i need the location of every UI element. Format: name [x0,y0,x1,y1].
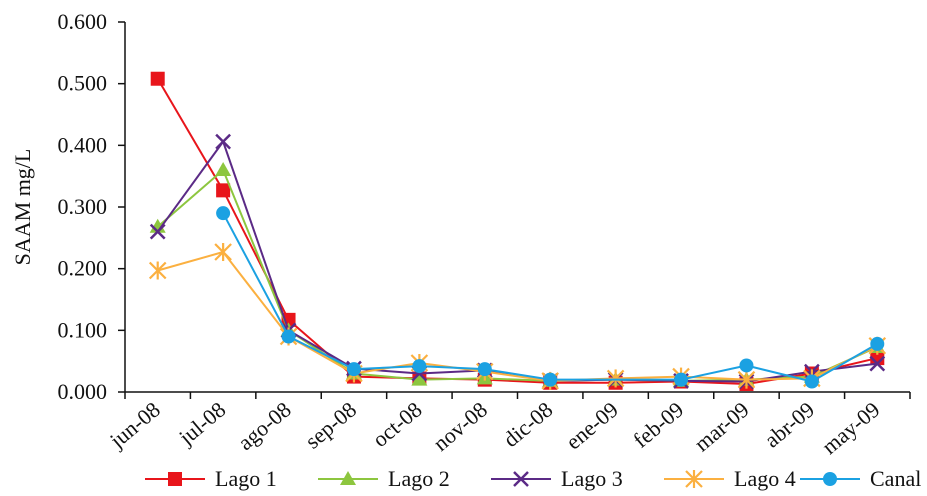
data-point [543,372,558,387]
legend-item: Lago 1 [145,466,277,491]
y-axis-title: SAAM mg/L [10,149,35,266]
x-tick-label: jul-08 [173,397,230,451]
legend-label: Lago 2 [388,466,450,491]
legend-label: Canal [870,466,921,491]
x-tick-label: abr-09 [759,397,819,453]
series-line-segment [615,375,682,380]
y-tick-label: 0.300 [58,194,108,219]
series-line-segment [288,335,355,371]
y-tick-label: 0.200 [58,256,108,281]
data-point [214,243,232,262]
series-line-segment [222,212,290,337]
series-line-segment [353,365,420,371]
legend-swatch-marker [685,470,703,488]
data-point [739,358,754,373]
x-tick-label: oct-08 [367,397,426,452]
data-point [215,162,232,176]
legend-swatch-marker [340,471,356,485]
series-line-segment [222,251,290,338]
x-tick-label: mar-09 [689,397,753,457]
series-canal [216,206,885,389]
x-tick-label: may-09 [817,397,885,459]
marker-stroke [869,355,886,372]
series-line-segment [681,379,747,383]
series-line-segment [484,378,551,384]
legend-item: Lago 4 [664,466,796,491]
data-point [150,71,165,86]
series-line-segment [811,362,878,373]
data-point [148,261,167,280]
data-point [346,362,361,377]
x-tick-label: jun-08 [104,397,165,454]
series-lago-1 [150,71,885,391]
series-line-segment [680,364,747,381]
series-line-segment [419,365,485,371]
marker-stroke [215,133,232,150]
data-point [869,355,886,372]
series-line-segment [484,377,551,382]
y-tick-label: 0.000 [58,379,108,404]
legend: Lago 1 Lago 2 Lago 3 Lago 4 Canal [145,466,921,491]
y-tick-label: 0.500 [58,71,108,96]
series-line-segment [353,372,420,381]
series-lago-2 [149,162,886,387]
legend-item: Lago 3 [491,466,623,491]
x-tick-label: ene-09 [561,397,623,455]
data-point [804,374,819,389]
marker-stroke [149,223,166,240]
series-line-segment [222,141,290,331]
data-point [215,133,232,150]
legend-item: Canal [800,466,921,491]
series-line-segment [419,377,485,381]
data-point [216,206,231,221]
series-line-segment [484,368,551,381]
series-line-segment [615,380,682,384]
data-point [411,371,428,386]
series-line-segment [156,141,224,233]
x-tick-label: sep-08 [300,397,361,454]
data-point [606,369,625,388]
axes: 0.000 0.100 0.200 0.300 0.400 0.500 0.600 jun-0… [10,9,911,459]
data-point [149,223,166,240]
legend-swatch-marker [823,472,837,486]
y-tick-label: 0.600 [58,9,108,34]
x-tick-label: nov-08 [428,397,492,456]
data-point [870,336,885,351]
series-layer [148,71,887,391]
marker-stroke [513,471,529,487]
data-point [674,372,689,387]
legend-swatch-marker [168,472,182,486]
data-point [477,362,492,377]
legend-swatch-marker [513,471,529,487]
legend-label: Lago 1 [215,466,277,491]
legend-item: Lago 2 [318,466,450,491]
series-line-segment [157,251,224,272]
data-point [412,359,427,374]
y-tick-label: 0.400 [58,132,108,157]
data-point [216,183,231,198]
series-line-segment [222,169,290,331]
x-tick-label: feb-09 [628,397,688,453]
data-point [737,370,756,389]
series-line-segment [156,78,224,191]
legend-label: Lago 3 [561,466,623,491]
legend-label: Lago 4 [734,466,796,491]
series-line-segment [288,329,355,370]
series-line-segment [811,343,878,383]
series-line-segment [746,364,813,383]
x-tick-label: dic-08 [498,397,557,452]
series-line-segment [484,370,551,382]
y-tick-label: 0.100 [58,317,108,342]
data-point [281,329,296,344]
x-tick-label: ago-08 [233,397,296,455]
